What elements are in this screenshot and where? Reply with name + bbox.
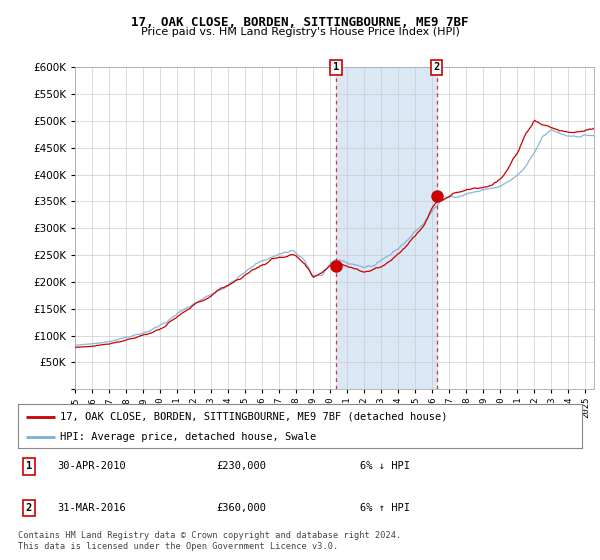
Text: 2: 2 xyxy=(433,62,440,72)
Bar xyxy=(336,67,437,389)
Text: 17, OAK CLOSE, BORDEN, SITTINGBOURNE, ME9 7BF: 17, OAK CLOSE, BORDEN, SITTINGBOURNE, ME… xyxy=(131,16,469,29)
Text: This data is licensed under the Open Government Licence v3.0.: This data is licensed under the Open Gov… xyxy=(18,542,338,551)
Text: 6% ↓ HPI: 6% ↓ HPI xyxy=(360,461,410,472)
Text: 6% ↑ HPI: 6% ↑ HPI xyxy=(360,503,410,513)
Text: £230,000: £230,000 xyxy=(216,461,266,472)
Text: 2: 2 xyxy=(26,503,32,513)
Text: 30-APR-2010: 30-APR-2010 xyxy=(57,461,126,472)
Text: Price paid vs. HM Land Registry's House Price Index (HPI): Price paid vs. HM Land Registry's House … xyxy=(140,27,460,37)
Text: £360,000: £360,000 xyxy=(216,503,266,513)
Text: Contains HM Land Registry data © Crown copyright and database right 2024.: Contains HM Land Registry data © Crown c… xyxy=(18,531,401,540)
Text: 17, OAK CLOSE, BORDEN, SITTINGBOURNE, ME9 7BF (detached house): 17, OAK CLOSE, BORDEN, SITTINGBOURNE, ME… xyxy=(60,412,448,422)
Text: 31-MAR-2016: 31-MAR-2016 xyxy=(57,503,126,513)
Text: 1: 1 xyxy=(333,62,339,72)
Text: 1: 1 xyxy=(26,461,32,472)
Text: HPI: Average price, detached house, Swale: HPI: Average price, detached house, Swal… xyxy=(60,432,317,442)
